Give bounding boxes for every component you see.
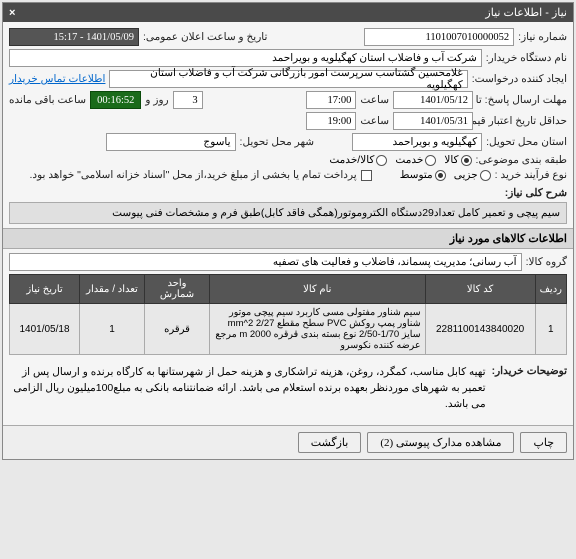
table-header-row: ردیف کد کالا نام کالا واحد شمارش تعداد /… xyxy=(10,275,567,304)
th-unit: واحد شمارش xyxy=(145,275,210,304)
creator-value: غلامحسین گشتاسب سرپرست امور بازرگانی شرک… xyxy=(109,70,467,88)
budget-label: طبقه بندی موضوعی: xyxy=(476,154,567,166)
back-button[interactable]: بازگشت xyxy=(298,432,362,453)
time-label-1: ساعت xyxy=(360,94,389,106)
need-desc-label: شرح کلی نیاز: xyxy=(505,187,567,199)
process-opt-1[interactable]: متوسط xyxy=(400,169,446,181)
cell-name: سیم شناور مفتولی مسی کاربرد سیم پیچی موت… xyxy=(210,304,426,355)
contact-link[interactable]: اطلاعات تماس خریدار xyxy=(9,73,105,85)
validity-date: 1401/05/31 xyxy=(393,112,473,130)
extra-desc-text: تهیه کابل مناسب، کمگرد، روغن، هزینه تراش… xyxy=(9,361,488,416)
city-value: یاسوج xyxy=(106,133,236,151)
process-label: نوع فرآیند خرید : xyxy=(495,169,567,181)
days-remain: 3 xyxy=(173,91,203,109)
budget-opt-2[interactable]: کالا/خدمت xyxy=(329,154,387,166)
table-row[interactable]: 1 2281100143840020 سیم شناور مفتولی مسی … xyxy=(10,304,567,355)
cell-rownum: 1 xyxy=(535,304,566,355)
remain-label: ساعت باقی مانده xyxy=(9,94,86,106)
payment-check-label: پرداخت تمام یا بخشی از مبلغ خرید،از محل … xyxy=(30,169,357,181)
radio-icon xyxy=(480,170,491,181)
need-no-value: 1101007010000052 xyxy=(364,28,514,46)
goods-section-header: اطلاعات کالاهای مورد نیاز xyxy=(3,228,573,249)
deadline-label: مهلت ارسال پاسخ: تا تاریخ: xyxy=(477,94,567,106)
validity-time: 19:00 xyxy=(306,112,356,130)
th-date: تاریخ نیاز xyxy=(10,275,80,304)
cell-code: 2281100143840020 xyxy=(425,304,535,355)
city-label: شهر محل تحویل: xyxy=(240,136,315,148)
window-title: نیاز - اطلاعات نیاز xyxy=(485,6,567,19)
creator-label: ایجاد کننده درخواست: xyxy=(472,73,567,85)
day-label: روز و xyxy=(145,94,168,106)
goods-table: ردیف کد کالا نام کالا واحد شمارش تعداد /… xyxy=(9,274,567,355)
announce-value: 1401/05/09 - 15:17 xyxy=(9,28,139,46)
need-desc-box: سیم پیچی و تعمیر کامل تعداد29دستگاه الکت… xyxy=(9,202,567,224)
main-window: نیاز - اطلاعات نیاز × شماره نیاز: 110100… xyxy=(2,2,574,460)
group-value: آب رسانی؛ مدیریت پسماند، فاضلاب و فعالیت… xyxy=(9,253,522,271)
content-area: شماره نیاز: 1101007010000052 تاریخ و ساع… xyxy=(3,22,573,425)
countdown: 00:16:52 xyxy=(90,91,141,109)
process-opt-0[interactable]: جزیی xyxy=(454,169,491,181)
th-code: کد کالا xyxy=(425,275,535,304)
payment-checkbox[interactable] xyxy=(361,170,372,181)
time-label-2: ساعت xyxy=(360,115,389,127)
close-icon[interactable]: × xyxy=(9,7,15,19)
province-value: کهگیلویه و بویراحمد xyxy=(352,133,482,151)
footer-buttons: چاپ مشاهده مدارک پیوستی (2) بازگشت xyxy=(3,425,573,459)
attachments-button[interactable]: مشاهده مدارک پیوستی (2) xyxy=(367,432,514,453)
announce-label: تاریخ و ساعت اعلان عمومی: xyxy=(143,31,267,43)
th-qty: تعداد / مقدار xyxy=(80,275,145,304)
budget-radio-group: کالا خدمت کالا/خدمت xyxy=(329,154,471,166)
print-button[interactable]: چاپ xyxy=(520,432,567,453)
th-rownum: ردیف xyxy=(535,275,566,304)
budget-opt-0[interactable]: کالا xyxy=(444,154,471,166)
extra-desc-label: توضیحات خریدار: xyxy=(492,361,567,377)
deadline-date: 1401/05/12 xyxy=(393,91,473,109)
group-label: گروه کالا: xyxy=(526,256,567,268)
radio-icon xyxy=(376,155,387,166)
province-label: استان محل تحویل: xyxy=(486,136,567,148)
need-no-label: شماره نیاز: xyxy=(518,31,567,43)
org-label: نام دستگاه خریدار: xyxy=(486,52,567,64)
th-name: نام کالا xyxy=(210,275,426,304)
titlebar: نیاز - اطلاعات نیاز × xyxy=(3,3,573,22)
process-radio-group: جزیی متوسط xyxy=(400,169,491,181)
validity-label: حداقل تاریخ اعتبار قیمت: تا تاریخ: xyxy=(477,115,567,127)
radio-icon xyxy=(461,155,472,166)
budget-opt-1[interactable]: خدمت xyxy=(395,154,436,166)
cell-qty: 1 xyxy=(80,304,145,355)
org-value: شرکت آب و فاضلاب استان کهگیلویه و بویراح… xyxy=(9,49,482,67)
radio-icon xyxy=(425,155,436,166)
cell-date: 1401/05/18 xyxy=(10,304,80,355)
deadline-time: 17:00 xyxy=(306,91,356,109)
radio-icon xyxy=(435,170,446,181)
cell-unit: قرقره xyxy=(145,304,210,355)
